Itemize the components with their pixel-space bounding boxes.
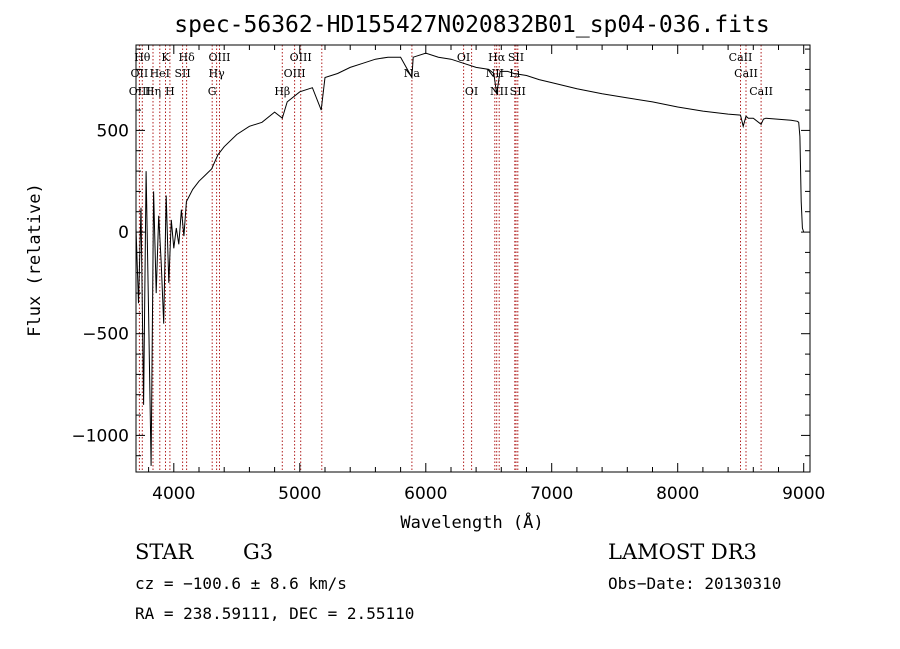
spectral-line-label: Hη	[145, 85, 161, 98]
x-tick-label: 5000	[278, 484, 321, 504]
x-tick-label: 4000	[152, 484, 195, 504]
spectral-line-label: CaII	[734, 67, 758, 80]
spectral-line-label: OIII	[129, 85, 151, 98]
spectral-line-label: SII	[510, 85, 526, 98]
y-tick-label: 500	[97, 121, 129, 141]
spectral-line-label: Hθ	[134, 51, 151, 64]
survey-label: LAMOST DR3	[608, 540, 757, 564]
y-tick-label: 0	[118, 223, 129, 243]
spectral-line-markers	[138, 45, 762, 472]
spectral-line-label: G	[208, 85, 217, 98]
y-tick-label: −500	[82, 325, 129, 345]
sky-coordinates: RA = 238.59111, DEC = 2.55110	[135, 604, 414, 623]
x-axis-label: Wavelength (Å)	[400, 511, 543, 533]
spectral-line-label: Hα	[488, 51, 506, 64]
spectral-line-label: K	[161, 51, 170, 64]
x-axis-ticks: 4000 5000 6000 7000 8000 9000	[148, 45, 825, 504]
spectral-line-label: HeI	[150, 67, 170, 80]
y-tick-label: −1000	[71, 426, 129, 446]
object-class: STAR	[135, 540, 194, 564]
spectral-line-label: CaII	[729, 51, 753, 64]
y-axis-label: Flux (relative)	[25, 183, 45, 337]
x-tick-label: 8000	[656, 484, 699, 504]
object-subclass: G3	[243, 540, 273, 564]
spectral-line-label: Hβ	[274, 85, 290, 98]
spectral-line-label: NII	[490, 85, 508, 98]
spectral-line-label: SII	[174, 67, 190, 80]
plot-frame	[135, 44, 811, 473]
spectral-line-label: SII	[508, 51, 524, 64]
spectral-line-label: CaII	[749, 85, 773, 98]
observation-date: Obs−Date: 20130310	[608, 574, 781, 593]
spectral-line-label: OIII	[290, 51, 312, 64]
spectral-line-label: OI	[465, 85, 478, 98]
x-tick-label: 7000	[530, 484, 573, 504]
x-tick-label: 6000	[404, 484, 447, 504]
x-tick-label: 9000	[782, 484, 825, 504]
spectral-line-label: Hγ	[209, 67, 226, 80]
flux-series-line	[135, 52, 805, 466]
redshift-velocity: cz = −100.6 ± 8.6 km/s	[135, 574, 347, 593]
spectral-line-label: OIII	[284, 67, 306, 80]
y-axis-ticks: −1000 −500 0 500	[71, 48, 810, 457]
spectral-line-label: OI	[457, 51, 470, 64]
spectral-line-label: H	[165, 85, 175, 98]
spectral-line-label: OII	[131, 67, 149, 80]
spectral-line-label: OIII	[208, 51, 230, 64]
spectral-line-label: Hδ	[178, 51, 195, 64]
chart-title: spec-56362-HD155427N020832B01_sp04-036.f…	[174, 12, 769, 38]
